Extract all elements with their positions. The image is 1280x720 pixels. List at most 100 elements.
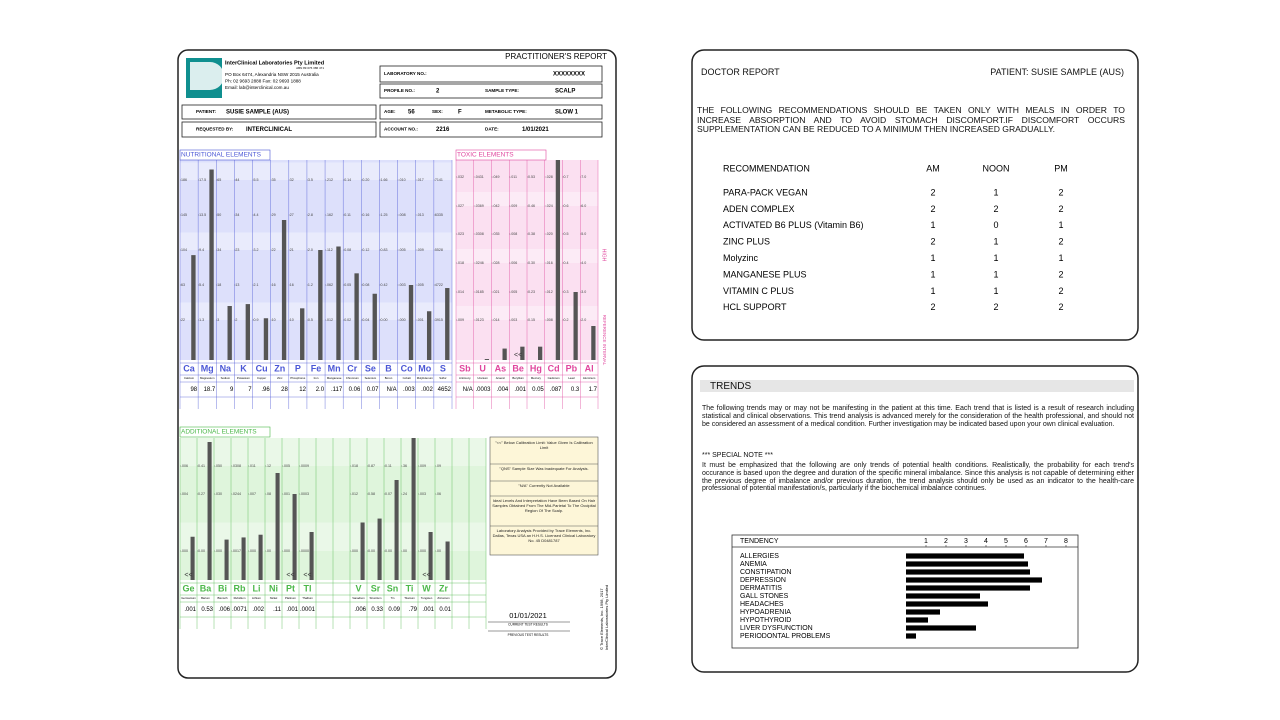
trends-frame	[691, 365, 1139, 673]
tick-label: .062	[326, 283, 333, 287]
tick-label: 0.05	[344, 283, 351, 287]
tick-label: .017	[417, 178, 424, 182]
element-name: Thallium	[302, 596, 313, 600]
title-box	[455, 149, 547, 161]
field-value: F	[458, 110, 462, 116]
table-cell: 1	[930, 269, 935, 279]
tick-label: .011	[510, 175, 517, 179]
tick-label: .004	[181, 492, 188, 496]
element-value: 2.0	[316, 387, 325, 393]
tick-label: 2.1	[254, 283, 259, 287]
tick-label: 4.4	[254, 213, 259, 217]
company-name: InterClinical Laboratories Pty Limited	[225, 60, 325, 66]
table-cell: 1	[993, 269, 998, 279]
category-label: DERMATITIS	[740, 585, 782, 592]
tick-label: 104	[181, 248, 187, 252]
element-bar	[445, 541, 450, 580]
element-name: Calcium	[184, 376, 195, 380]
tick-label: 0.07	[385, 492, 392, 496]
tick-label: .24	[402, 492, 407, 496]
element-value: 0.33	[371, 607, 383, 613]
element-value: 0.06	[349, 387, 361, 393]
element-value: 98	[190, 387, 197, 393]
tick-label: 0.87	[368, 464, 375, 468]
tick-label: 5.5	[254, 178, 259, 182]
tick-label: 0.5	[308, 318, 313, 322]
tick-label: 35	[272, 178, 276, 182]
element-name: Arsenic	[496, 376, 506, 380]
tick-label: .0185	[475, 290, 484, 294]
table-cell: Molyzinc	[723, 253, 759, 263]
title-box	[179, 426, 271, 438]
element-symbol: B	[385, 363, 392, 373]
tick-label: .162	[326, 213, 333, 217]
element-name: Iron	[314, 376, 319, 380]
table-cell: 0	[993, 220, 998, 230]
table-cell: 2	[1058, 204, 1063, 214]
previous-label: PREVIOUS TEST RESULTS	[508, 633, 549, 637]
field-value: 56	[408, 110, 415, 116]
element-value: N/A	[463, 387, 473, 393]
element-value: 0.09	[388, 607, 400, 613]
tick-label: 0.27	[198, 492, 205, 496]
element-bar	[555, 160, 561, 360]
tick-label: 0.42	[380, 283, 387, 287]
element-value: .006	[354, 607, 366, 613]
tick-label: .003	[399, 283, 406, 287]
table-cell: VITAMIN C PLUS	[723, 286, 794, 296]
tick-label: 6335	[435, 213, 443, 217]
category-label: PERIODONTAL PROBLEMS	[740, 633, 831, 640]
table-cell: 2	[993, 302, 998, 312]
trend-bar	[906, 561, 1028, 567]
category-label: ALLERGIES	[740, 553, 779, 560]
tick-label: 0.41	[198, 464, 205, 468]
tick-label: .030	[215, 492, 222, 496]
tick-label: 23	[235, 248, 239, 252]
field-value: SUSIE SAMPLE (AUS)	[226, 110, 289, 116]
element-value: 0.05	[532, 387, 544, 393]
tick-label: .06	[436, 492, 441, 496]
element-value: .006	[218, 607, 230, 613]
tick-label: 0.14	[344, 178, 351, 182]
table-cell: 1	[930, 220, 935, 230]
element-value: .0001	[300, 607, 316, 613]
field-boxes	[181, 65, 603, 138]
tick-label: .005	[510, 290, 517, 294]
element-symbol: Zn	[274, 363, 285, 373]
element-name: Phosphorus	[290, 376, 306, 380]
element-name: Sodium	[221, 376, 231, 380]
element-symbol: Ni	[269, 583, 278, 593]
element-bar	[263, 318, 269, 360]
tick-label: .0017	[232, 549, 241, 553]
element-symbol: V	[355, 583, 361, 593]
element-name: Titanium	[404, 596, 415, 600]
element-bar	[411, 438, 416, 580]
tick-label: 3.5	[308, 178, 313, 182]
tick-label: .050	[215, 464, 222, 468]
element-name: Tungsten	[421, 596, 433, 600]
element-name: Sulfur	[439, 376, 446, 380]
bars	[484, 160, 596, 360]
note: "QNS" Sample Size Was Inadequate For Ana…	[499, 466, 589, 471]
element-bar	[258, 534, 263, 580]
element-bar	[209, 169, 214, 360]
category-label: ANEMIA	[740, 561, 767, 568]
tick-label: 0.46	[528, 204, 535, 208]
tick-label: 3	[217, 318, 219, 322]
element-value: .117	[331, 387, 343, 393]
element-bar	[281, 220, 287, 360]
tick-label: 6.0	[581, 204, 586, 208]
element-symbol: Ba	[200, 583, 212, 593]
tick-label: 0.02	[344, 318, 351, 322]
element-value: 0.53	[201, 607, 213, 613]
tick-label: 2	[235, 318, 237, 322]
element-bar	[484, 359, 490, 360]
table-cell: 1	[930, 253, 935, 263]
element-bar	[372, 293, 377, 360]
tick-label: 13	[235, 283, 239, 287]
tick-label: 50	[217, 213, 221, 217]
field-value: 2	[436, 89, 440, 95]
logo-mark	[190, 62, 224, 90]
element-name: Beryllium	[512, 376, 524, 380]
category-label: HYPOADRENIA	[740, 609, 791, 616]
